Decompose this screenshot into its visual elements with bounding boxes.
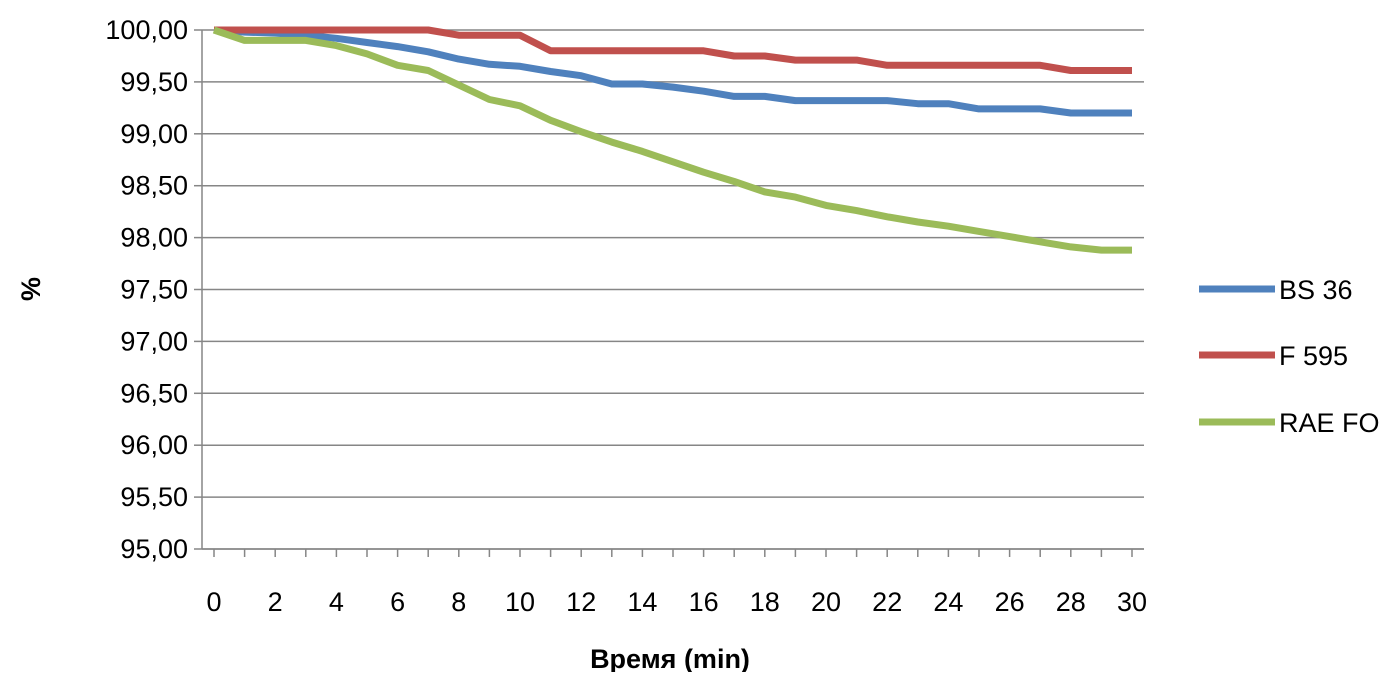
y-tick-label: 97,50: [120, 275, 188, 305]
x-tick-label: 28: [1056, 587, 1086, 617]
tick-labels: 95,00 95,50 96,00 96,50 97,00 97,50 98,00 98,50…: [105, 15, 1147, 617]
y-tick-label: 98,00: [120, 223, 188, 253]
y-tick-label: 96,00: [120, 430, 188, 460]
y-tick-label: 95,00: [120, 534, 188, 564]
y-tick-label: 96,50: [120, 378, 188, 408]
x-tick-label: 14: [627, 587, 657, 617]
x-tick-label: 22: [872, 587, 902, 617]
legend-label: BS 36: [1279, 275, 1353, 305]
y-tick-label: 99,50: [120, 67, 188, 97]
x-tick-label: 0: [206, 587, 221, 617]
legend-label: F 595: [1279, 341, 1348, 371]
x-tick-label: 18: [750, 587, 780, 617]
x-tick-label: 24: [933, 587, 963, 617]
axes: [194, 29, 1144, 557]
series-line: [212, 26, 1132, 254]
y-tick-label: 100,00: [105, 15, 188, 45]
x-tick-label: 2: [268, 587, 283, 617]
x-tick-label: 4: [329, 587, 344, 617]
y-tick-label: 97,00: [120, 326, 188, 356]
y-tick-label: 99,00: [120, 119, 188, 149]
x-tick-label: 20: [811, 587, 841, 617]
legend: BS 36 F 595 RAE FO: [1199, 275, 1380, 438]
x-axis-title: Время (min): [590, 644, 750, 672]
x-tick-label: 30: [1117, 587, 1147, 617]
y-axis-title: %: [16, 277, 46, 301]
y-tick-label: 95,50: [120, 482, 188, 512]
series-line: [214, 26, 1132, 74]
legend-label: RAE FO: [1279, 408, 1380, 438]
series-line: [213, 26, 1132, 117]
x-tick-label: 12: [566, 587, 596, 617]
data-series: [212, 26, 1132, 254]
x-tick-label: 6: [390, 587, 405, 617]
x-tick-label: 16: [689, 587, 719, 617]
x-tick-label: 26: [995, 587, 1025, 617]
y-tick-label: 98,50: [120, 171, 188, 201]
x-tick-label: 8: [451, 587, 466, 617]
x-tick-label: 10: [505, 587, 535, 617]
